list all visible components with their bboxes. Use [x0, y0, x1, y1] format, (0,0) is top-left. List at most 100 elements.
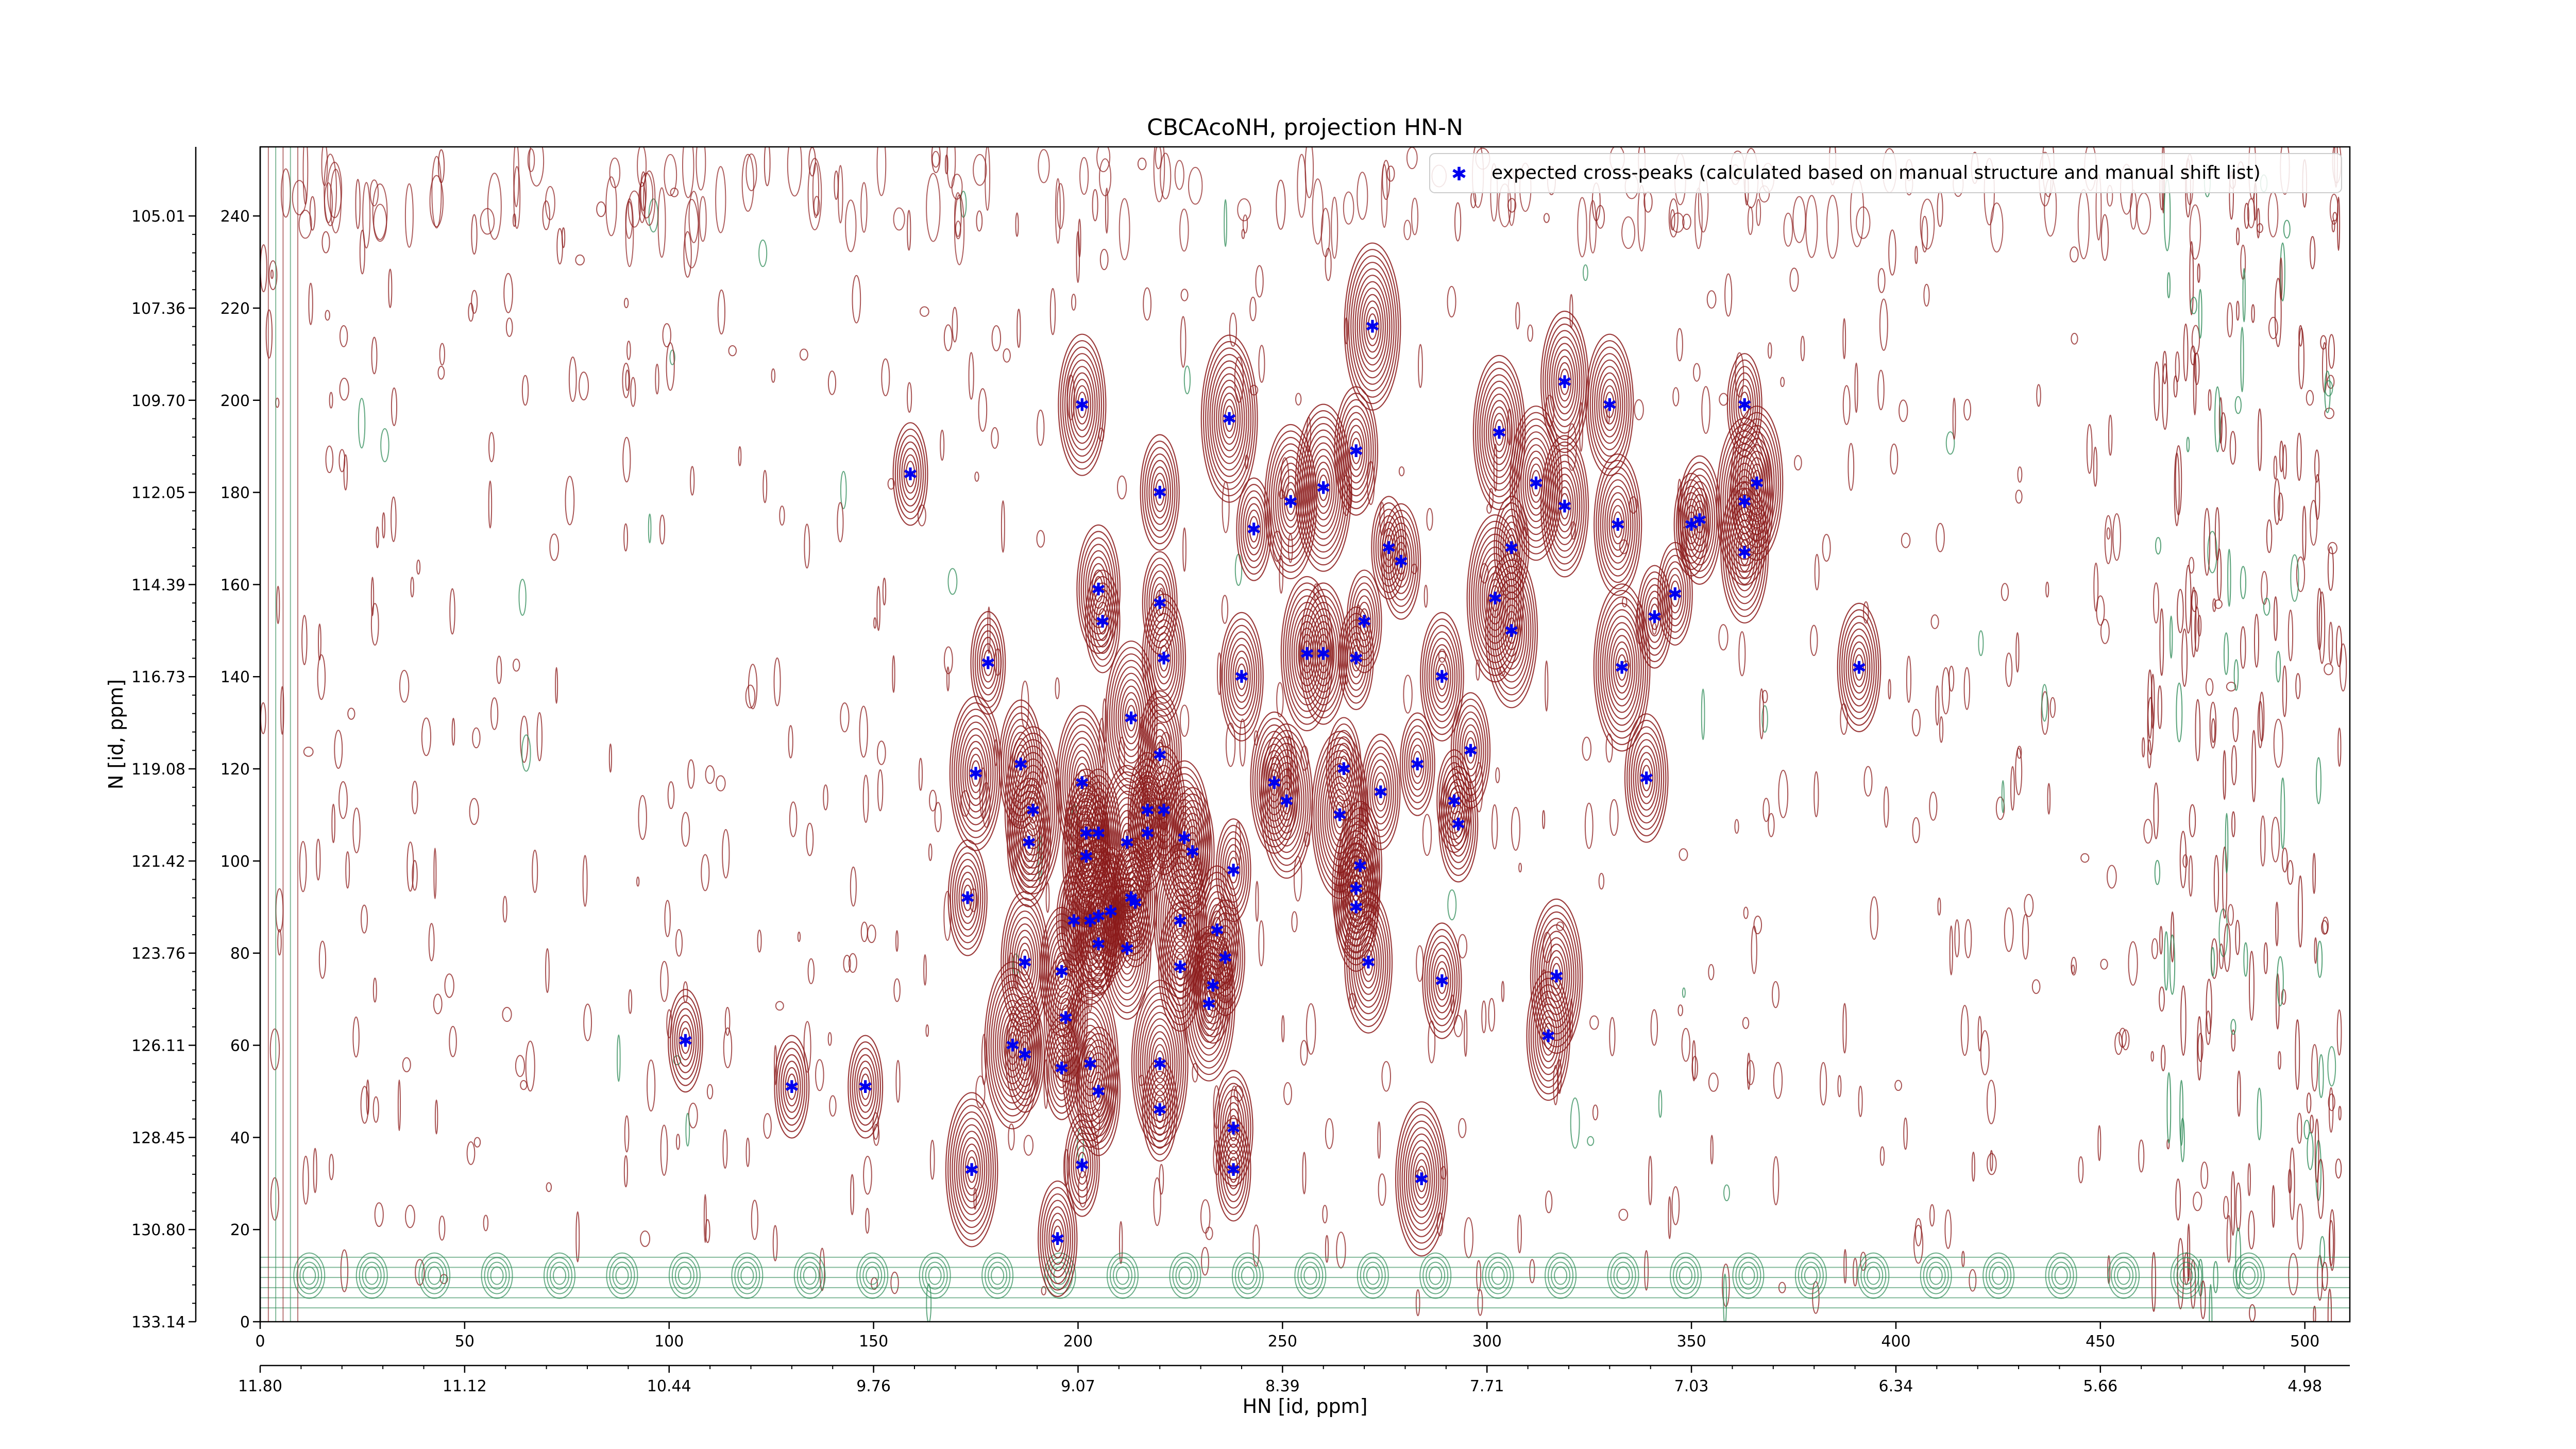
peak-marker[interactable]: ✱	[1639, 768, 1654, 789]
peak-marker[interactable]: ✱	[1365, 317, 1380, 338]
peak-marker[interactable]: ✱	[1602, 395, 1617, 416]
peak-marker[interactable]: ✱	[1075, 395, 1090, 416]
peak-marker[interactable]: ✱	[1206, 975, 1221, 996]
peak-marker[interactable]: ✱	[1447, 791, 1462, 812]
peak-marker[interactable]: ✱	[1124, 888, 1139, 908]
peak-marker[interactable]: ✱	[1226, 1160, 1241, 1181]
peak-marker[interactable]: ✱	[1091, 1082, 1106, 1102]
peak-marker[interactable]: ✱	[1201, 994, 1216, 1015]
peak-marker[interactable]: ✱	[1349, 441, 1364, 462]
peak-marker[interactable]: ✱	[1018, 953, 1032, 973]
peak-marker[interactable]: ✱	[981, 653, 996, 673]
peak-marker[interactable]: ✱	[1157, 801, 1172, 821]
peak-marker[interactable]: ✱	[1091, 579, 1106, 600]
peak-marker[interactable]: ✱	[1549, 966, 1564, 987]
peak-marker[interactable]: ✱	[1361, 953, 1376, 973]
peak-marker[interactable]: ✱	[1737, 395, 1752, 416]
peak-marker[interactable]: ✱	[1435, 667, 1450, 687]
peak-marker[interactable]: ✱	[1349, 897, 1364, 918]
peak-marker[interactable]: ✱	[1349, 879, 1364, 900]
peak-marker[interactable]: ✱	[1394, 552, 1409, 572]
peak-marker[interactable]: ✱	[1611, 515, 1625, 535]
peak-marker[interactable]: ✱	[1316, 644, 1331, 665]
peak-marker[interactable]: ✱	[1852, 658, 1867, 678]
peak-marker[interactable]: ✱	[1128, 892, 1143, 913]
peak-marker[interactable]: ✱	[1153, 745, 1167, 766]
peak-marker[interactable]: ✱	[969, 764, 984, 784]
peak-marker[interactable]: ✱	[1435, 971, 1450, 991]
peak-marker[interactable]: ✱	[1058, 1008, 1073, 1029]
peak-marker[interactable]: ✱	[1336, 759, 1351, 780]
peak-marker[interactable]: ✱	[1091, 823, 1106, 844]
peak-marker[interactable]: ✱	[1529, 474, 1544, 494]
peak-marker[interactable]: ✱	[1750, 474, 1765, 494]
peak-marker[interactable]: ✱	[1083, 911, 1098, 932]
peak-marker[interactable]: ✱	[1410, 754, 1425, 775]
peak-marker[interactable]: ✱	[1349, 648, 1364, 669]
peak-marker[interactable]: ✱	[1005, 1036, 1020, 1056]
peak-marker[interactable]: ✱	[1316, 478, 1331, 499]
peak-marker[interactable]: ✱	[1451, 814, 1466, 835]
peak-marker[interactable]: ✱	[1222, 409, 1237, 430]
peak-marker[interactable]: ✱	[1557, 372, 1572, 393]
peak-marker[interactable]: ✱	[1504, 621, 1519, 642]
peak-marker[interactable]: ✱	[1504, 538, 1519, 559]
peak-marker[interactable]: ✱	[1300, 644, 1315, 665]
peak-marker[interactable]: ✱	[858, 1077, 873, 1098]
peak-marker[interactable]: ✱	[1140, 823, 1155, 844]
peak-marker[interactable]: ✱	[1079, 823, 1094, 844]
peak-marker[interactable]: ✱	[1018, 1044, 1032, 1065]
peak-marker[interactable]: ✱	[1079, 847, 1094, 867]
peak-marker[interactable]: ✱	[1140, 801, 1155, 821]
peak-marker[interactable]: ✱	[1177, 828, 1192, 849]
peak-marker[interactable]: ✱	[1022, 833, 1037, 853]
peak-marker[interactable]: ✱	[1247, 519, 1262, 540]
peak-marker[interactable]: ✱	[1226, 861, 1241, 881]
peak-marker[interactable]: ✱	[1157, 648, 1172, 669]
peak-marker[interactable]: ✱	[1153, 483, 1167, 503]
peak-marker[interactable]: ✱	[1615, 658, 1630, 678]
peak-marker[interactable]: ✱	[1066, 911, 1081, 932]
peak-marker[interactable]: ✱	[1013, 754, 1028, 775]
peak-marker[interactable]: ✱	[785, 1077, 800, 1098]
peak-marker[interactable]: ✱	[1226, 1118, 1241, 1139]
peak-marker[interactable]: ✱	[1488, 588, 1503, 609]
peak-marker[interactable]: ✱	[1234, 667, 1249, 687]
peak-marker[interactable]: ✱	[1357, 612, 1372, 632]
peak-marker[interactable]: ✱	[1120, 939, 1134, 959]
peak-marker[interactable]: ✱	[1050, 1229, 1065, 1250]
peak-marker[interactable]: ✱	[1124, 709, 1139, 729]
peak-marker[interactable]: ✱	[1737, 543, 1752, 563]
peak-marker[interactable]: ✱	[960, 888, 975, 908]
peak-marker[interactable]: ✱	[1153, 1100, 1167, 1121]
legend[interactable]: ✱ expected cross-peaks (calculated based…	[1429, 153, 2342, 193]
peak-marker[interactable]: ✱	[1463, 740, 1478, 761]
peak-marker[interactable]: ✱	[1173, 957, 1188, 978]
peak-marker[interactable]: ✱	[1054, 962, 1069, 982]
peak-marker[interactable]: ✱	[1075, 1155, 1090, 1176]
peak-marker[interactable]: ✱	[1283, 492, 1298, 512]
peak-marker[interactable]: ✱	[678, 1031, 693, 1052]
peak-marker[interactable]: ✱	[1054, 1058, 1069, 1079]
peak-marker[interactable]: ✱	[903, 464, 918, 485]
peak-marker[interactable]: ✱	[1091, 906, 1106, 927]
peak-marker[interactable]: ✱	[1279, 791, 1294, 812]
peak-marker[interactable]: ✱	[1374, 782, 1388, 803]
peak-marker[interactable]: ✱	[1120, 833, 1134, 853]
peak-marker[interactable]: ✱	[1210, 920, 1225, 941]
peak-marker[interactable]: ✱	[1541, 1026, 1556, 1047]
peak-marker[interactable]: ✱	[1075, 773, 1090, 794]
peak-marker[interactable]: ✱	[1381, 538, 1396, 559]
peak-marker[interactable]: ✱	[1557, 496, 1572, 517]
peak-marker[interactable]: ✱	[1026, 801, 1041, 821]
peak-marker[interactable]: ✱	[1332, 805, 1347, 825]
peak-marker[interactable]: ✱	[1737, 492, 1752, 512]
peak-marker[interactable]: ✱	[1173, 911, 1188, 932]
peak-marker[interactable]: ✱	[1218, 948, 1233, 969]
peak-marker[interactable]: ✱	[1353, 856, 1368, 877]
peak-marker[interactable]: ✱	[964, 1160, 979, 1181]
peak-marker[interactable]: ✱	[1153, 1054, 1167, 1074]
peak-marker[interactable]: ✱	[1267, 773, 1282, 794]
peak-marker[interactable]: ✱	[1692, 510, 1707, 531]
peak-marker[interactable]: ✱	[1668, 584, 1683, 604]
